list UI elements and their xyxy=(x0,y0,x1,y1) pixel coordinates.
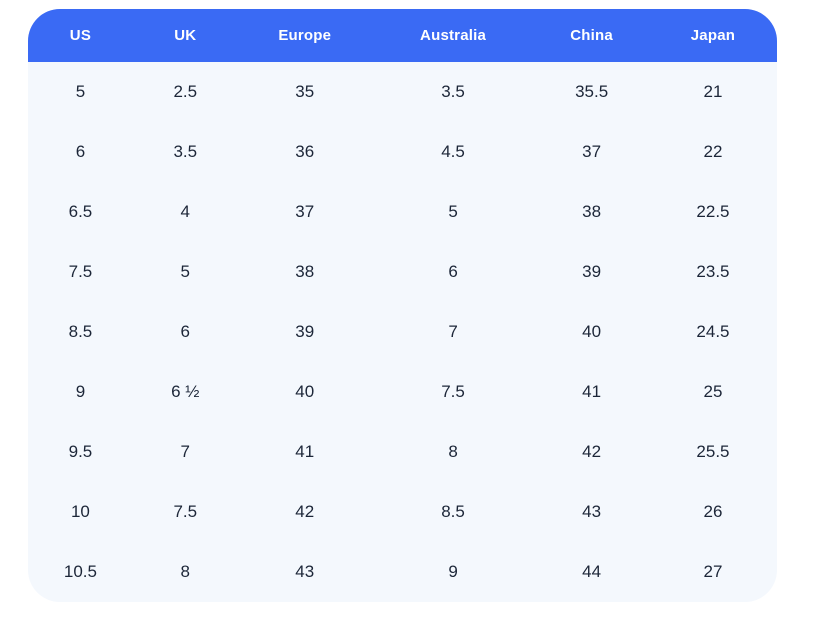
table-cell: 6 xyxy=(180,322,191,341)
table-cell: 36 xyxy=(295,142,315,161)
table-cell: 7.5 xyxy=(173,502,198,521)
table-body: 5 2.5 35 3.5 35.5 21 6 3.5 36 4.5 37 22 6.5 4 37 5 38 22.… xyxy=(28,62,777,602)
size-conversion-table-card: US UK Europe Australia China Japan 5 2.5 35 3.5 3… xyxy=(28,9,777,602)
table-cell: 7.5 xyxy=(441,382,465,401)
table-cell: 27 xyxy=(703,562,723,581)
table-cell: 42 xyxy=(295,502,315,521)
table-cell: 37 xyxy=(295,202,315,221)
table-header: US UK Europe Australia China Japan xyxy=(28,9,777,62)
column-header-europe: Europe xyxy=(237,9,372,62)
table-cell: 6 xyxy=(75,142,86,161)
table-row: 9 6 ½ 40 7.5 41 25 xyxy=(28,362,777,422)
table-cell: 37 xyxy=(582,142,602,161)
column-header-china: China xyxy=(534,9,649,62)
table-row: 9.5 7 41 8 42 25.5 xyxy=(28,422,777,482)
table-row: 6.5 4 37 5 38 22.5 xyxy=(28,182,777,242)
table-cell: 10 xyxy=(70,502,90,521)
table-cell: 8.5 xyxy=(441,502,465,521)
table-cell: 40 xyxy=(582,322,602,341)
table-row: 7.5 5 38 6 39 23.5 xyxy=(28,242,777,302)
table-cell: 8 xyxy=(448,442,458,461)
table-cell: 44 xyxy=(582,562,602,581)
table-cell: 26 xyxy=(703,502,723,521)
table-cell: 39 xyxy=(295,322,315,341)
table-cell: 7 xyxy=(180,442,191,461)
table-cell: 35.5 xyxy=(575,82,609,101)
table-cell: 25 xyxy=(703,382,723,401)
table-row: 10.5 8 43 9 44 27 xyxy=(28,542,777,602)
column-header-us: US xyxy=(28,9,133,62)
table-cell: 38 xyxy=(295,262,315,281)
table-cell: 41 xyxy=(295,442,315,461)
table-cell: 9 xyxy=(448,562,458,581)
table-cell: 22 xyxy=(703,142,723,161)
table-cell: 43 xyxy=(582,502,602,521)
table-cell: 6 ½ xyxy=(171,382,200,401)
table-row: 6 3.5 36 4.5 37 22 xyxy=(28,122,777,182)
table-cell: 38 xyxy=(582,202,602,221)
table-cell: 40 xyxy=(295,382,315,401)
table-cell: 25.5 xyxy=(696,442,730,461)
table-row: 10 7.5 42 8.5 43 26 xyxy=(28,482,777,542)
table-cell: 7.5 xyxy=(68,262,93,281)
table-cell: 24.5 xyxy=(696,322,730,341)
header-row: US UK Europe Australia China Japan xyxy=(28,9,777,62)
table-cell: 4 xyxy=(180,202,191,221)
table-cell: 10.5 xyxy=(63,562,97,581)
table-cell: 42 xyxy=(582,442,602,461)
size-conversion-table: US UK Europe Australia China Japan 5 2.5 35 3.5 3… xyxy=(28,9,777,602)
table-cell: 43 xyxy=(295,562,315,581)
column-header-japan: Japan xyxy=(648,9,777,62)
table-cell: 5 xyxy=(75,82,86,101)
table-cell: 39 xyxy=(582,262,602,281)
column-header-uk: UK xyxy=(132,9,238,62)
table-cell: 41 xyxy=(582,382,602,401)
table-cell: 3.5 xyxy=(173,142,198,161)
table-cell: 3.5 xyxy=(441,82,465,101)
table-cell: 4.5 xyxy=(441,142,465,161)
table-cell: 5 xyxy=(180,262,191,281)
table-cell: 35 xyxy=(295,82,315,101)
table-cell: 21 xyxy=(703,82,723,101)
table-cell: 22.5 xyxy=(696,202,730,221)
table-cell: 6.5 xyxy=(68,202,93,221)
table-cell: 7 xyxy=(448,322,458,341)
table-cell: 8.5 xyxy=(68,322,93,341)
table-cell: 5 xyxy=(448,202,458,221)
table-cell: 9.5 xyxy=(68,442,93,461)
table-row: 8.5 6 39 7 40 24.5 xyxy=(28,302,777,362)
table-cell: 2.5 xyxy=(173,82,198,101)
table-cell: 23.5 xyxy=(696,262,730,281)
table-row: 5 2.5 35 3.5 35.5 21 xyxy=(28,62,777,122)
table-cell: 8 xyxy=(180,562,191,581)
table-cell: 9 xyxy=(75,382,86,401)
column-header-australia: Australia xyxy=(371,9,535,62)
table-cell: 6 xyxy=(448,262,458,281)
